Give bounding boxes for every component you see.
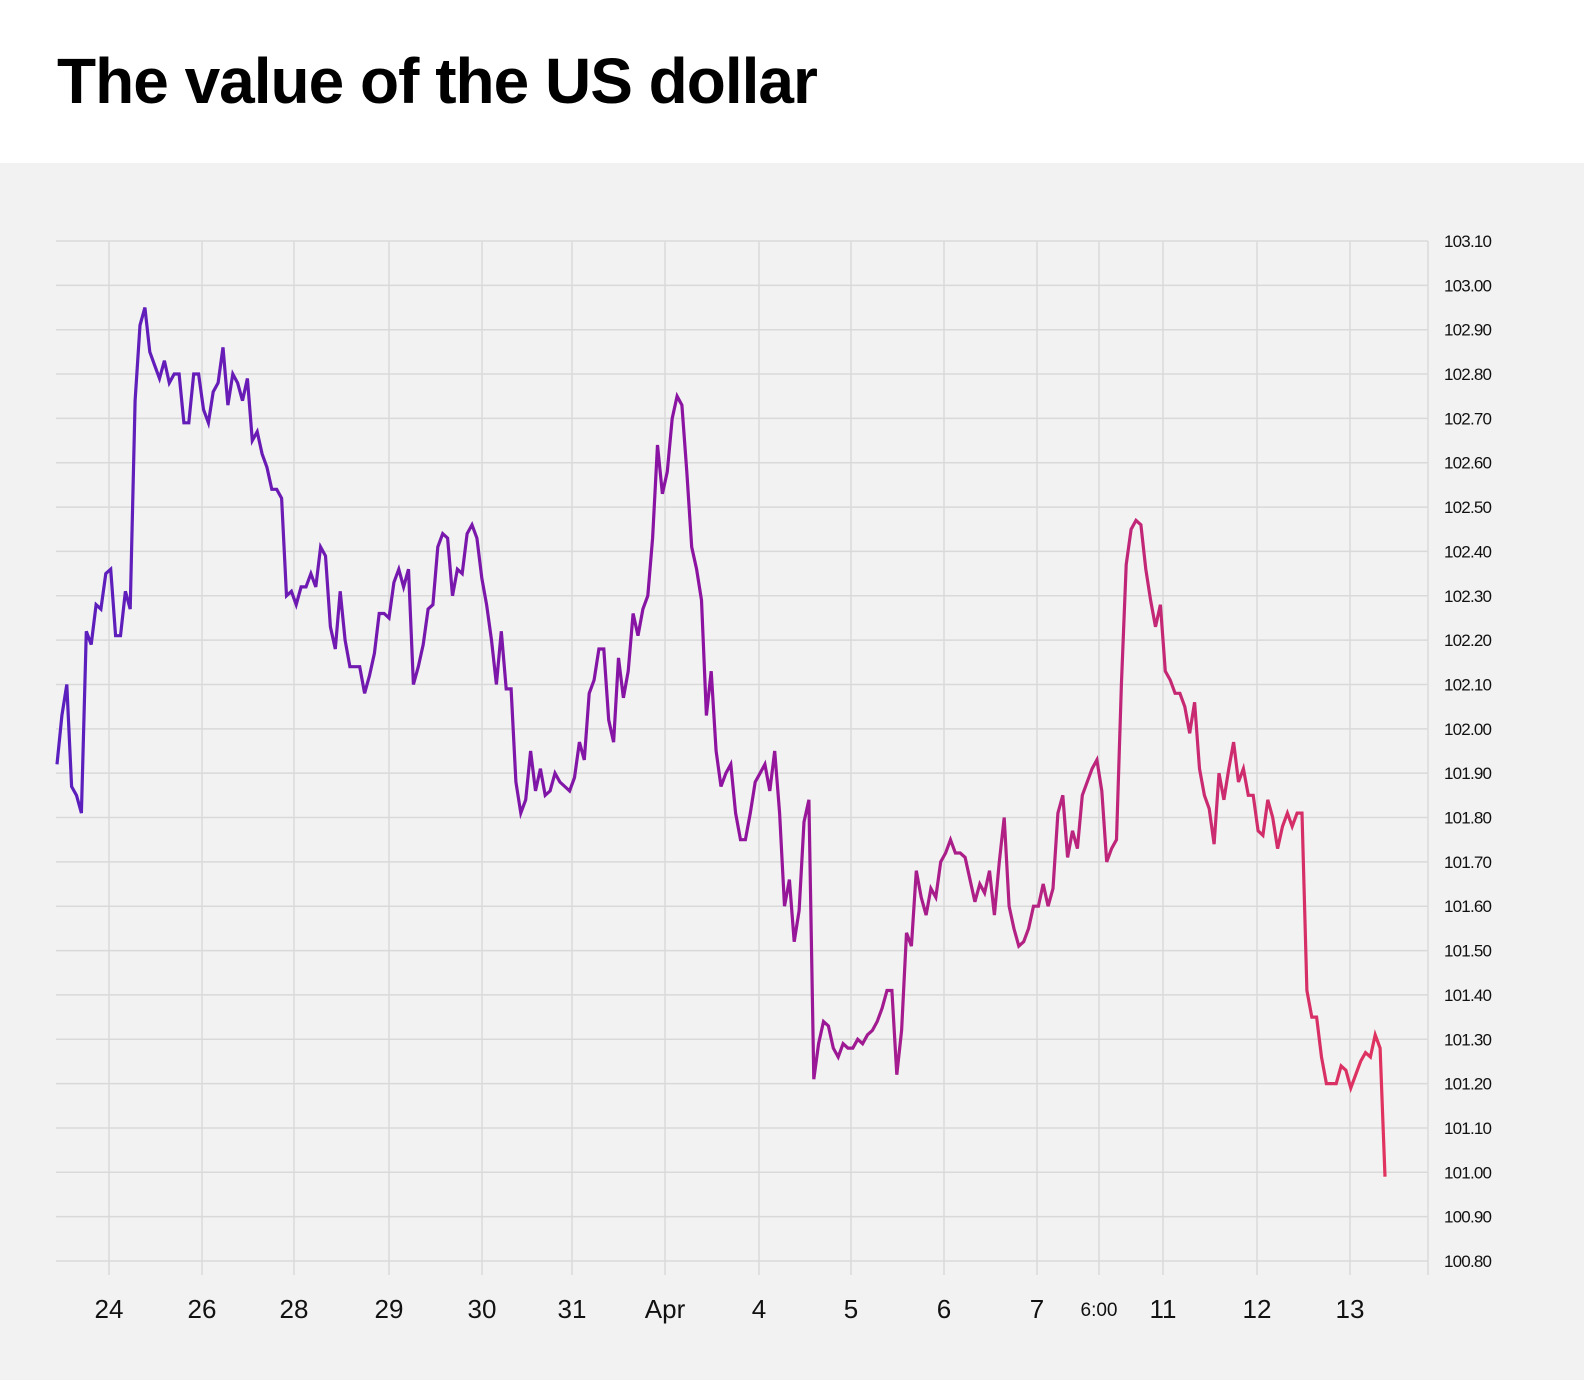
y-tick-label: 102.40 (1444, 542, 1492, 561)
y-tick-label: 101.10 (1444, 1119, 1492, 1138)
y-tick-label: 102.60 (1444, 454, 1492, 473)
y-tick-label: 102.80 (1444, 365, 1492, 384)
y-tick-label: 102.50 (1444, 498, 1492, 517)
x-tick-label: 24 (95, 1294, 124, 1324)
x-tick-label: 30 (468, 1294, 497, 1324)
y-tick-label: 101.40 (1444, 986, 1492, 1005)
x-tick-label: 6:00 (1081, 1300, 1118, 1321)
x-tick-label: 4 (752, 1294, 766, 1324)
y-tick-label: 101.20 (1444, 1075, 1492, 1094)
x-tick-label: Apr (645, 1294, 686, 1324)
x-tick-label: 6 (937, 1294, 951, 1324)
y-tick-label: 101.70 (1444, 853, 1492, 872)
x-tick-label: 13 (1336, 1294, 1365, 1324)
y-tick-label: 101.60 (1444, 897, 1492, 916)
y-tick-label: 102.70 (1444, 409, 1492, 428)
y-tick-label: 101.30 (1444, 1030, 1492, 1049)
chart-title: The value of the US dollar (57, 45, 818, 117)
y-tick-label: 103.10 (1444, 232, 1492, 251)
y-tick-label: 101.50 (1444, 942, 1492, 961)
x-tick-label: 29 (375, 1294, 404, 1324)
x-tick-label: 28 (280, 1294, 309, 1324)
grid (56, 240, 1429, 1275)
y-tick-label: 101.00 (1444, 1163, 1492, 1182)
y-tick-label: 102.90 (1444, 321, 1492, 340)
y-axis: 103.10 103.00 102.90 102.80 102.70 102.60 102.… (1444, 232, 1492, 1271)
header: The value of the US dollar (0, 0, 1584, 163)
y-tick-label: 102.30 (1444, 587, 1492, 606)
x-tick-label: 26 (188, 1294, 217, 1324)
x-tick-label: 11 (1150, 1294, 1177, 1324)
x-tick-label: 7 (1030, 1294, 1044, 1324)
series-line (55, 307, 1387, 1177)
x-tick-label: 5 (844, 1294, 858, 1324)
y-tick-label: 102.10 (1444, 675, 1492, 694)
y-tick-label: 101.80 (1444, 809, 1492, 828)
y-tick-label: 101.90 (1444, 764, 1492, 783)
y-tick-label: 103.00 (1444, 276, 1492, 295)
y-tick-label: 100.90 (1444, 1208, 1492, 1227)
x-axis: 24 26 28 29 30 31 Apr 4 5 6 7 6:00 11 12 13 (95, 1294, 1365, 1324)
y-tick-label: 102.00 (1444, 720, 1492, 739)
x-tick-label: 31 (558, 1294, 587, 1324)
y-tick-label: 102.20 (1444, 631, 1492, 650)
y-tick-label: 100.80 (1444, 1252, 1492, 1271)
x-tick-label: 12 (1243, 1294, 1272, 1324)
